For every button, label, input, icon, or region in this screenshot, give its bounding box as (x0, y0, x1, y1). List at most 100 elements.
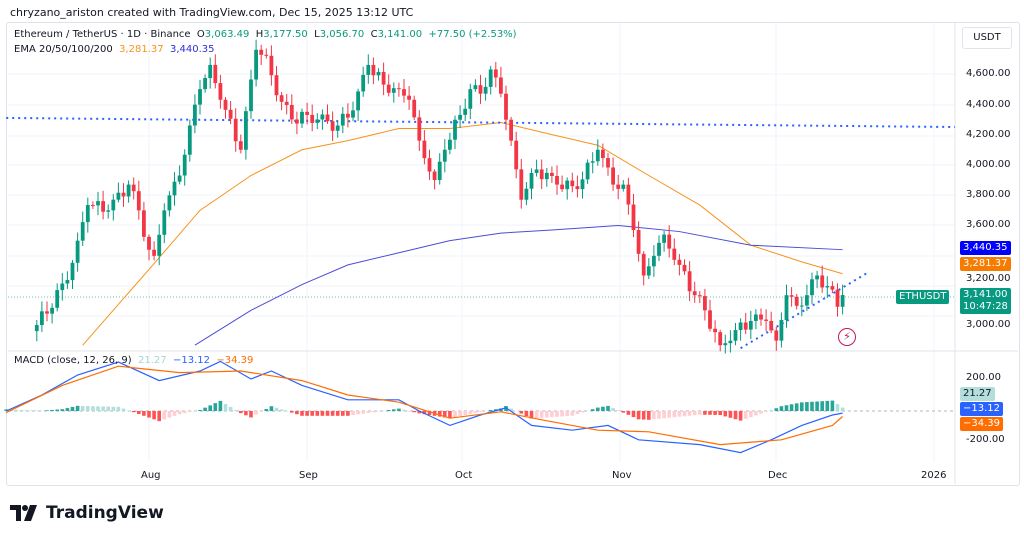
candle-body (96, 201, 100, 206)
macd-histogram-bar (800, 402, 804, 411)
candle-body (754, 314, 758, 321)
candle-body (677, 259, 682, 265)
candle-body (667, 234, 672, 249)
macd-histogram-bar (473, 411, 478, 413)
macd-histogram-bar (662, 411, 666, 419)
candle-body (340, 113, 345, 126)
macd-histogram-bar (402, 409, 406, 411)
candle-body (80, 222, 85, 241)
macd-histogram-bar (371, 411, 376, 413)
candle-body (810, 279, 814, 296)
macd-histogram-bar (590, 409, 595, 411)
candle-body (687, 271, 692, 292)
candle-body (187, 125, 192, 155)
macd-histogram-bar (182, 411, 187, 414)
candle-body (325, 114, 330, 122)
candle-body (580, 179, 585, 190)
candle-body (499, 77, 503, 94)
macd-histogram-bar (249, 411, 253, 418)
candle-body (575, 186, 580, 190)
macd-histogram-bar (805, 402, 809, 411)
macd-histogram-bar (437, 411, 442, 417)
candle-body (121, 192, 126, 197)
price-tick: 3,200.00 (966, 273, 1011, 284)
time-tick: Dec (768, 470, 788, 481)
ema-legend: EMA 20/50/100/200 3,281.37 3,440.35 (14, 44, 214, 55)
candle-body (274, 75, 279, 96)
macd-histogram-bar (427, 411, 432, 415)
macd-histogram-bar (606, 405, 610, 411)
candle-body (70, 262, 75, 281)
macd-histogram-bar (601, 406, 605, 411)
macd-histogram-bar (116, 406, 121, 411)
macd-histogram-bar (356, 411, 360, 415)
low-value: 3,056.70 (319, 29, 365, 40)
macd-histogram-bar (448, 411, 452, 419)
candle-body (442, 149, 447, 162)
macd-histogram-bar (509, 408, 513, 411)
candle-body (386, 84, 391, 93)
macd-histogram-bar (555, 411, 559, 417)
candle-body (259, 49, 264, 55)
macd-histogram-bar (677, 411, 682, 417)
candle-body (106, 210, 111, 212)
candle-body (743, 322, 748, 330)
currency-unit-button[interactable]: USDT (962, 27, 1012, 49)
macd-histogram-bar (392, 409, 396, 411)
candle-body (177, 175, 182, 182)
macd-histogram-bar (244, 411, 248, 416)
macd-legend: MACD (close, 12, 26, 9) 21.27 −13.12 −34… (14, 355, 253, 366)
candle-body (565, 180, 570, 190)
candle-body (335, 125, 340, 131)
candle-body (529, 172, 534, 189)
candle-body (830, 286, 835, 290)
ema-title[interactable]: EMA 20/50/100/200 (14, 44, 113, 55)
macd-histogram-bar (65, 408, 70, 411)
candle-body (703, 296, 707, 311)
macd-histogram-bar (315, 411, 320, 416)
macd-histogram-bar (524, 411, 529, 417)
candle-body (473, 85, 478, 90)
price-tick: 3,600.00 (966, 219, 1011, 230)
candle-body (228, 109, 233, 119)
macd-histogram-bar (733, 411, 738, 420)
candle-body (682, 264, 687, 272)
macd-title[interactable]: MACD (close, 12, 26, 9) (14, 355, 132, 366)
symbol-title[interactable]: Ethereum / TetherUS · 1D · Binance (14, 29, 191, 40)
open-value: 3,063.49 (204, 29, 250, 40)
candle-body (636, 230, 641, 254)
candle-body (774, 330, 779, 341)
candle-body (764, 319, 768, 321)
candle-body (794, 296, 799, 306)
macd-histogram-bar (835, 404, 840, 411)
candle-body (397, 88, 401, 90)
macd-histogram-bar (641, 411, 646, 420)
candle-body (514, 140, 519, 170)
price-tick: 4,000.00 (966, 159, 1011, 170)
candle-body (101, 201, 105, 212)
time-tick: Aug (141, 470, 161, 481)
macd-histogram-bar (820, 401, 824, 411)
macd-histogram-bar (565, 411, 569, 417)
candle-body (468, 89, 473, 109)
candle-body (417, 117, 422, 141)
lightning-event-icon[interactable]: ⚡ (838, 328, 856, 346)
candle-body (789, 295, 794, 297)
macd-histogram-bar (279, 409, 284, 411)
candle-body (560, 184, 564, 190)
macd-histogram-bar (254, 411, 258, 415)
high-label: H (255, 29, 264, 40)
candle-body (249, 79, 253, 112)
macd-histogram-bar (723, 411, 728, 417)
time-tick: Nov (612, 470, 632, 481)
macd-histogram-bar (346, 411, 350, 416)
macd-histogram-bar (519, 411, 524, 414)
candle-body (254, 49, 258, 80)
candle-body (218, 83, 223, 100)
macd-histogram-bar (351, 411, 355, 416)
candle-body (116, 192, 121, 200)
symbol-legend: Ethereum / TetherUS · 1D · Binance O3,06… (14, 29, 517, 40)
macd-histogram-bar (529, 411, 534, 419)
macd-histogram-bar (70, 406, 75, 411)
